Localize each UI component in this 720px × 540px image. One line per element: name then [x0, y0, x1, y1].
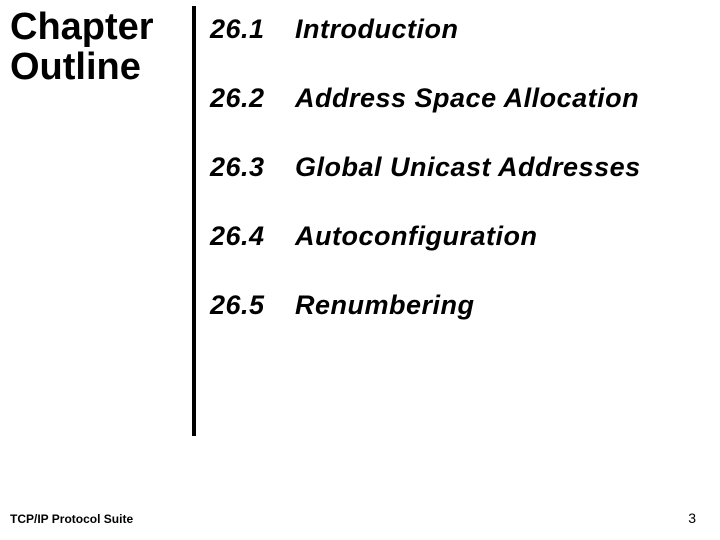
outline-list: 26.1 Introduction 26.2 Address Space All… — [210, 14, 710, 359]
outline-item: 26.3 Global Unicast Addresses — [210, 152, 710, 183]
outline-item: 26.4 Autoconfiguration — [210, 221, 710, 252]
outline-item-label: Introduction — [295, 14, 710, 45]
outline-item-number: 26.3 — [210, 152, 295, 183]
outline-item: 26.5 Renumbering — [210, 290, 710, 321]
vertical-divider — [192, 6, 196, 436]
title-line-2: Outline — [10, 48, 185, 88]
outline-item: 26.1 Introduction — [210, 14, 710, 45]
outline-item-number: 26.5 — [210, 290, 295, 321]
outline-item-number: 26.2 — [210, 83, 295, 114]
page-number: 3 — [688, 510, 696, 526]
slide: Chapter Outline 26.1 Introduction 26.2 A… — [0, 0, 720, 540]
outline-item-label: Renumbering — [295, 290, 710, 321]
footer-source: TCP/IP Protocol Suite — [10, 512, 133, 526]
outline-item-label: Autoconfiguration — [295, 221, 710, 252]
outline-item: 26.2 Address Space Allocation — [210, 83, 710, 114]
outline-item-label: Global Unicast Addresses — [295, 152, 710, 183]
outline-item-number: 26.4 — [210, 221, 295, 252]
outline-item-label: Address Space Allocation — [295, 83, 710, 114]
title-line-1: Chapter — [10, 8, 185, 48]
outline-item-number: 26.1 — [210, 14, 295, 45]
slide-title: Chapter Outline — [10, 8, 185, 88]
